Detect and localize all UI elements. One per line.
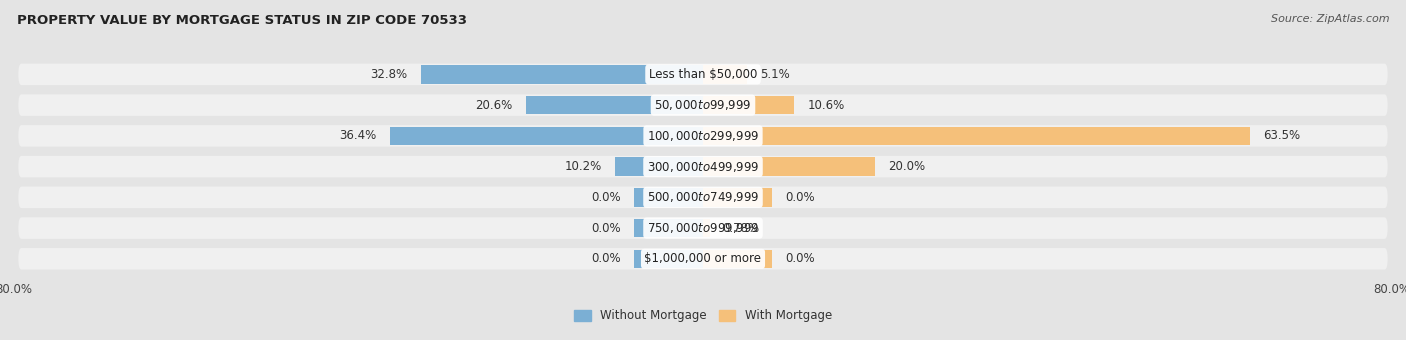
Text: 0.0%: 0.0% [592, 252, 621, 265]
Text: $100,000 to $299,999: $100,000 to $299,999 [647, 129, 759, 143]
Text: 0.0%: 0.0% [592, 222, 621, 235]
Text: Source: ZipAtlas.com: Source: ZipAtlas.com [1271, 14, 1389, 23]
Text: 10.6%: 10.6% [807, 99, 845, 112]
Bar [634, 250, 703, 268]
Bar [634, 219, 703, 237]
Bar [389, 126, 703, 145]
Text: 10.2%: 10.2% [565, 160, 602, 173]
Text: 36.4%: 36.4% [339, 129, 377, 142]
Text: $750,000 to $999,999: $750,000 to $999,999 [647, 221, 759, 235]
FancyBboxPatch shape [18, 187, 1388, 208]
FancyBboxPatch shape [18, 248, 1388, 270]
Bar [703, 219, 710, 237]
Text: 32.8%: 32.8% [371, 68, 408, 81]
Bar [703, 250, 772, 268]
FancyBboxPatch shape [18, 217, 1388, 239]
Text: 63.5%: 63.5% [1263, 129, 1301, 142]
Text: 0.0%: 0.0% [785, 252, 814, 265]
Text: 0.78%: 0.78% [723, 222, 759, 235]
FancyBboxPatch shape [18, 64, 1388, 85]
Bar [634, 188, 703, 207]
Bar [616, 157, 703, 176]
FancyBboxPatch shape [18, 125, 1388, 147]
Text: $500,000 to $749,999: $500,000 to $749,999 [647, 190, 759, 204]
Bar [703, 65, 747, 84]
Bar [703, 96, 794, 114]
FancyBboxPatch shape [18, 156, 1388, 177]
Bar [526, 96, 703, 114]
Text: $1,000,000 or more: $1,000,000 or more [644, 252, 762, 265]
Text: $300,000 to $499,999: $300,000 to $499,999 [647, 159, 759, 174]
Bar [420, 65, 703, 84]
Text: PROPERTY VALUE BY MORTGAGE STATUS IN ZIP CODE 70533: PROPERTY VALUE BY MORTGAGE STATUS IN ZIP… [17, 14, 467, 27]
Bar [703, 126, 1250, 145]
Text: 5.1%: 5.1% [759, 68, 790, 81]
Legend: Without Mortgage, With Mortgage: Without Mortgage, With Mortgage [574, 309, 832, 322]
Bar [703, 188, 772, 207]
Text: 20.6%: 20.6% [475, 99, 513, 112]
Text: 20.0%: 20.0% [889, 160, 925, 173]
Text: 0.0%: 0.0% [592, 191, 621, 204]
Bar [703, 157, 875, 176]
Text: 0.0%: 0.0% [785, 191, 814, 204]
Text: Less than $50,000: Less than $50,000 [648, 68, 758, 81]
Text: $50,000 to $99,999: $50,000 to $99,999 [654, 98, 752, 112]
FancyBboxPatch shape [18, 95, 1388, 116]
